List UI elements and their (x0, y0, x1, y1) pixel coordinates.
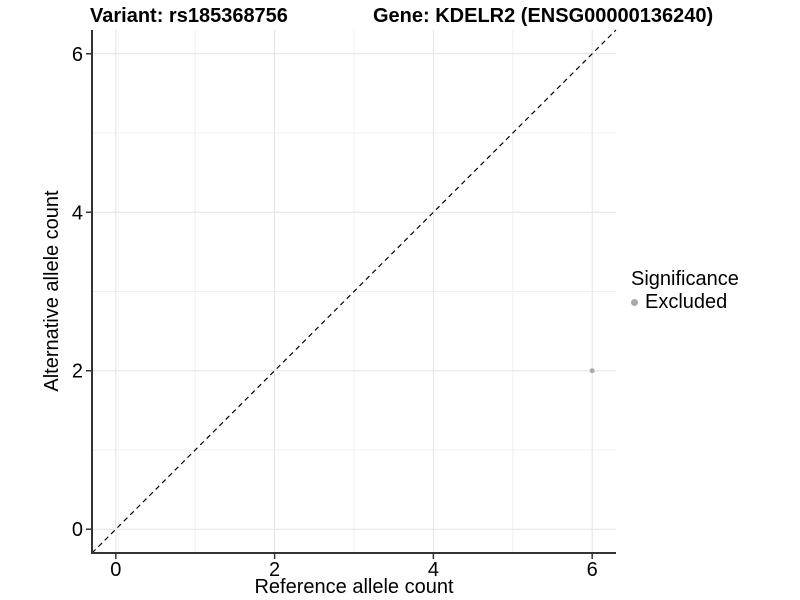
y-tick-label: 6 (72, 44, 83, 66)
data-point (589, 368, 595, 374)
y-tick-label: 2 (72, 361, 83, 383)
legend-title: Significance (631, 268, 739, 290)
variant-title: Variant: rs185368756 (90, 5, 288, 27)
x-tick-label: 2 (269, 559, 280, 581)
y-tick-label: 0 (72, 519, 83, 541)
x-tick-label: 4 (428, 559, 439, 581)
identity-line (91, 29, 617, 554)
x-tick-label: 6 (587, 559, 598, 581)
x-tick-label: 0 (110, 559, 121, 581)
legend-item-label: Excluded (645, 291, 728, 313)
x-axis-title: Reference allele count (254, 576, 454, 598)
excluded-point-icon (631, 299, 638, 306)
gene-title: Gene: KDELR2 (ENSG00000136240) (373, 5, 714, 27)
legend: Significance Excluded (631, 268, 739, 313)
y-axis-title: Alternative allele count (41, 190, 63, 392)
legend-item-excluded: Excluded (631, 292, 739, 313)
y-tick-label: 4 (72, 202, 83, 224)
